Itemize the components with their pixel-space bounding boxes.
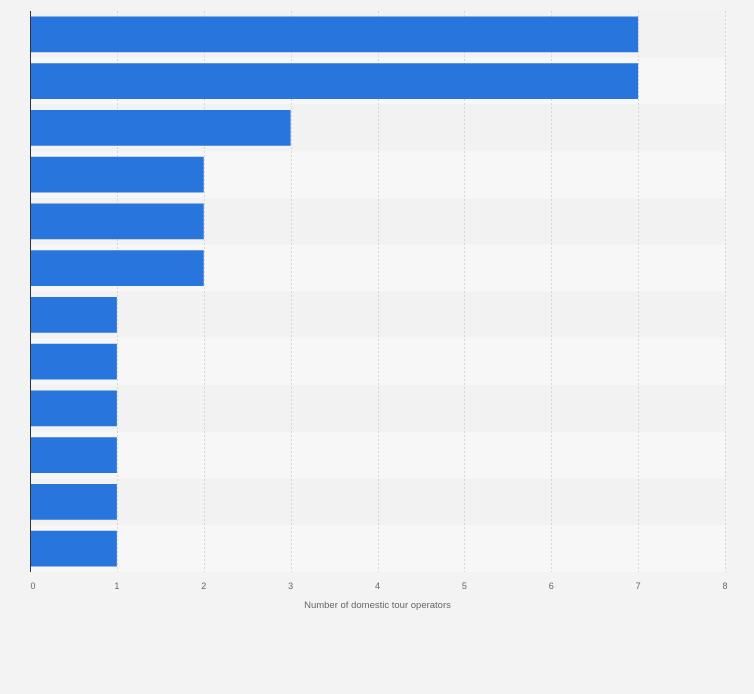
x-axis-ticks: 0 1 2 3 4 5 6 7 8 [30, 581, 727, 591]
bar[interactable] [30, 530, 117, 567]
row-band [30, 478, 725, 526]
x-tick-label: 3 [288, 581, 293, 591]
bar[interactable] [30, 110, 291, 146]
x-tick-label: 6 [549, 581, 554, 591]
x-tick-label: 8 [722, 581, 727, 591]
bar[interactable] [30, 156, 204, 193]
x-tick-label: 2 [201, 581, 206, 591]
bar[interactable] [30, 484, 117, 520]
x-axis-label: Number of domestic tour operators [304, 600, 451, 611]
gridlines [117, 11, 726, 572]
row-band [30, 291, 725, 339]
row-band [30, 338, 725, 385]
x-tick-label: 0 [30, 581, 35, 591]
x-tick-label: 7 [636, 581, 641, 591]
row-band [30, 525, 725, 572]
bars [30, 16, 639, 567]
bar[interactable] [30, 250, 204, 286]
bar[interactable] [30, 16, 639, 53]
row-band [30, 385, 725, 432]
x-tick-label: 5 [462, 581, 467, 591]
row-band [30, 431, 725, 479]
x-tick-label: 4 [375, 581, 380, 591]
bar[interactable] [30, 390, 117, 427]
bar[interactable] [30, 297, 117, 333]
bar[interactable] [30, 343, 117, 380]
bar[interactable] [30, 203, 204, 240]
x-tick-label: 1 [114, 581, 119, 591]
bar[interactable] [30, 63, 639, 99]
bar[interactable] [30, 437, 117, 473]
